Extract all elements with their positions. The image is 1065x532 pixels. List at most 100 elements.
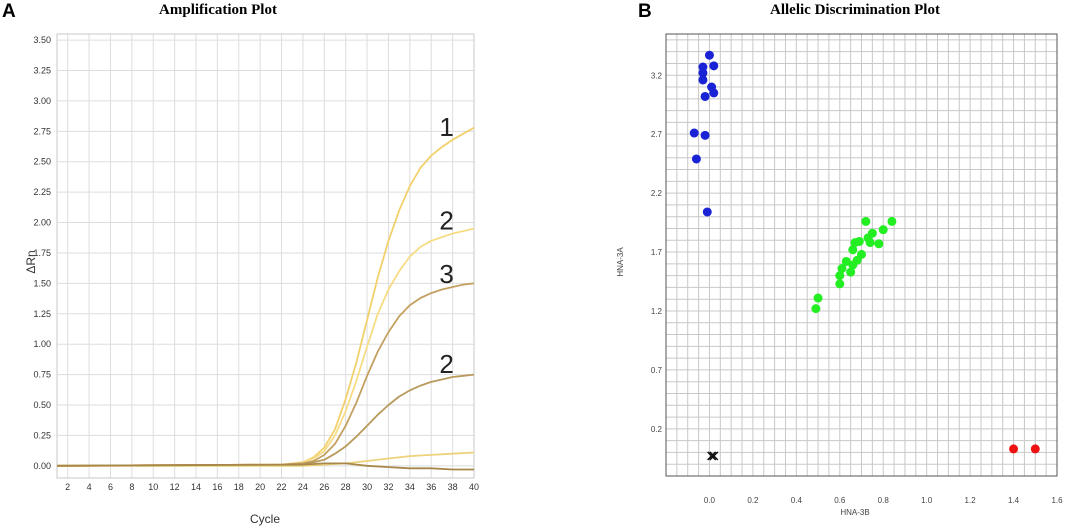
amplification-x-axis-label: Cycle (250, 512, 280, 526)
allelic-x-tick-label: 0.8 (878, 496, 890, 505)
amplification-curve-6 (56, 462, 474, 471)
amplification-curve-1 (56, 126, 475, 467)
allelic-x-tick-label: 0.4 (791, 496, 803, 505)
allelic-point-hna3a (702, 207, 712, 217)
amplification-curve-5 (57, 451, 475, 467)
amplification-curve-label-2: 2 (439, 205, 453, 235)
amplification-curve-3 (56, 282, 475, 467)
amplification-x-tick-label: 2 (65, 482, 70, 492)
allelic-y-tick-label: 0.2 (651, 425, 663, 434)
allelic-point-hna3a (698, 68, 708, 78)
allelic-point-heterozygous (835, 279, 845, 289)
amplification-x-tick-label: 10 (148, 482, 158, 492)
amplification-y-ticks: 3.50 3.25 3.00 2.75 2.50 2.25 2.00 1.75 1.50 1.25… (33, 35, 51, 471)
amplification-y-tick-label: 1.00 (33, 339, 51, 349)
amplification-curve-label-4: 2 (439, 349, 453, 379)
allelic-y-tick-label: 1.7 (651, 248, 663, 257)
allelic-y-tick-label: 1.2 (651, 307, 663, 316)
allelic-point-heterozygous (835, 271, 845, 281)
amplification-x-tick-label: 18 (234, 482, 244, 492)
amplification-x-tick-label: 30 (362, 482, 372, 492)
allelic-point-heterozygous (878, 225, 888, 235)
amplification-x-tick-label: 38 (448, 482, 458, 492)
allelic-point-ntc (707, 451, 717, 461)
allelic-y-axis-label: HNA-3A (616, 247, 625, 277)
amplification-y-tick-label: 0.25 (33, 430, 51, 440)
allelic-points-group (689, 50, 1040, 461)
amplification-y-tick-label: 0.00 (33, 461, 51, 471)
allelic-grid (666, 34, 1057, 476)
amplification-curve-label-1: 1 (439, 112, 453, 142)
amplification-x-tick-label: 8 (129, 482, 134, 492)
allelic-x-tick-label: 0.2 (747, 496, 759, 505)
amplification-y-tick-label: 3.25 (33, 65, 51, 75)
amplification-x-tick-label: 16 (212, 482, 222, 492)
allelic-x-axis-label: HNA-3B (840, 508, 869, 517)
allelic-point-hna3a (709, 88, 719, 98)
amplification-x-tick-label: 24 (298, 482, 308, 492)
amplification-x-tick-label: 36 (426, 482, 436, 492)
amplification-y-tick-label: 3.50 (33, 35, 51, 45)
allelic-point-hna3a (704, 50, 714, 60)
allelic-point-hna3a (691, 154, 701, 164)
amplification-x-tick-label: 22 (277, 482, 287, 492)
allelic-point-hna3b (1009, 444, 1019, 454)
allelic-point-hna3a (698, 75, 708, 85)
amplification-plot-frame (56, 33, 475, 479)
allelic-point-heterozygous (865, 238, 875, 248)
allelic-x-tick-label: 1.2 (965, 496, 977, 505)
allelic-point-hna3a (709, 61, 719, 71)
amplification-y-tick-label: 2.25 (33, 187, 51, 197)
allelic-point-heterozygous (848, 260, 858, 270)
allelic-point-hna3b (1030, 444, 1040, 454)
allelic-y-ticks: 3.2 2.7 2.2 1.7 1.2 0.7 0.2 (651, 71, 663, 434)
allelic-point-heterozygous (850, 238, 860, 248)
amplification-x-tick-label: 20 (255, 482, 265, 492)
amplification-x-tick-label: 6 (108, 482, 113, 492)
allelic-y-tick-label: 2.2 (651, 189, 663, 198)
allelic-x-tick-label: 1.6 (1051, 496, 1063, 505)
allelic-point-ntc (709, 451, 719, 461)
amplification-y-tick-label: 0.75 (33, 370, 51, 380)
amplification-curve-4 (56, 373, 475, 467)
allelic-point-heterozygous (874, 239, 884, 249)
allelic-x-tick-label: 1.0 (921, 496, 933, 505)
panel-b-letter: B (638, 1, 652, 22)
amplification-curve-label-3: 3 (439, 259, 453, 289)
amplification-x-tick-label: 14 (191, 482, 201, 492)
allelic-x-ticks: 0.0 0.2 0.4 0.6 0.8 1.0 1.2 1.4 1.6 (704, 496, 1063, 505)
amplification-x-tick-label: 32 (383, 482, 393, 492)
allelic-point-heterozygous (837, 264, 847, 274)
amplification-x-tick-label: 40 (469, 482, 479, 492)
amplification-x-tick-label: 26 (319, 482, 329, 492)
amplification-y-tick-label: 3.00 (33, 96, 51, 106)
panel-a-letter: A (2, 1, 16, 22)
amplification-plot-title: Amplification Plot (159, 2, 277, 18)
allelic-point-heterozygous (887, 216, 897, 226)
allelic-point-heterozygous (846, 267, 856, 277)
allelic-plot-title: Allelic Discrimination Plot (770, 2, 940, 18)
amplification-x-ticks: 2 4 6 8 10 12 14 16 18 20 22 24 26 28 30 32 34 36 38 40 (65, 482, 479, 492)
amplification-x-tick-label: 12 (170, 482, 180, 492)
amplification-x-tick-label: 4 (87, 482, 92, 492)
allelic-point-heterozygous (848, 245, 858, 255)
amplification-y-tick-label: 2.75 (33, 126, 51, 136)
amplification-y-tick-label: 1.25 (33, 309, 51, 319)
amplification-y-tick-label: 1.75 (33, 248, 51, 258)
amplification-x-tick-label: 34 (405, 482, 415, 492)
allelic-point-heterozygous (861, 216, 871, 226)
allelic-y-tick-label: 0.7 (651, 366, 663, 375)
allelic-point-hna3a (700, 91, 710, 101)
allelic-point-heterozygous (811, 304, 821, 314)
allelic-x-tick-label: 0.0 (704, 496, 716, 505)
allelic-x-tick-label: 1.4 (1008, 496, 1020, 505)
allelic-plot-frame (665, 33, 1058, 477)
amplification-y-tick-label: 0.50 (33, 400, 51, 410)
allelic-y-tick-label: 3.2 (651, 71, 663, 80)
allelic-point-hna3a (689, 128, 699, 138)
amplification-x-tick-label: 28 (341, 482, 351, 492)
amplification-y-tick-label: 1.50 (33, 278, 51, 288)
allelic-point-hna3a (700, 130, 710, 140)
amplification-series-group (56, 126, 475, 471)
